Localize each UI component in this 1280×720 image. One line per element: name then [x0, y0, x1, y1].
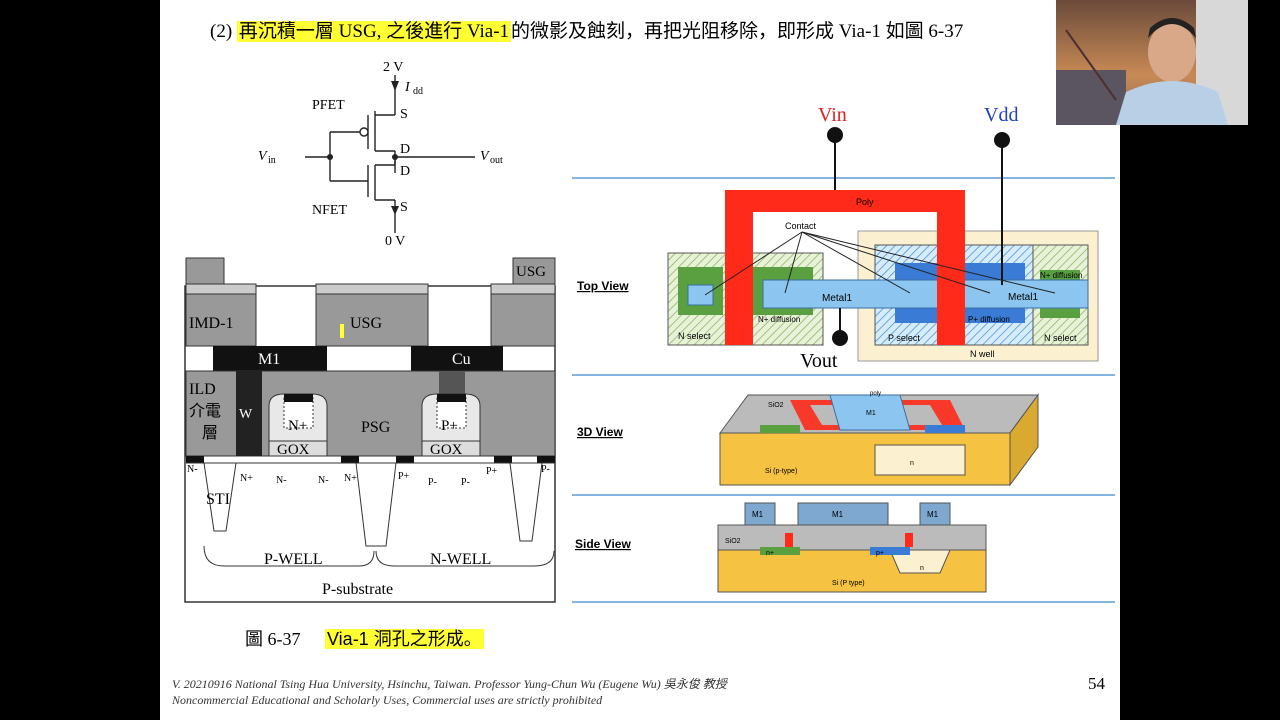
idd-sub-label: dd [413, 86, 423, 97]
page-number: 54 [1088, 674, 1105, 694]
ild-cn1-label: 介電 [189, 402, 221, 420]
m1-side-b-label: M1 [832, 510, 844, 519]
nfet-label: NFET [312, 203, 347, 218]
vout-layout-label: Vout [800, 350, 838, 372]
vin-layout-label: Vin [818, 104, 847, 126]
inverter-schematic: 2 V I dd PFET S D D NFET S V in V out 0 … [250, 55, 510, 250]
si-3d-label: Si (p-type) [765, 468, 797, 475]
cu-label: Cu [452, 351, 471, 368]
m1-3d-label: M1 [866, 410, 876, 417]
slide-title: (2) 再沉積一層 USG, 之後進行 Via-1 的微影及蝕刻，再把光阻移除，即… [210, 16, 1110, 43]
imd-label: IMD-1 [189, 315, 233, 332]
doping-label: P+ [486, 466, 498, 477]
nplus-side-label: n+ [766, 550, 774, 557]
m1-side-a-label: M1 [752, 510, 764, 519]
doping-label: P- [428, 477, 437, 488]
gnd-label: 0 V [385, 234, 405, 249]
caption-text: Via-1 洞孔之形成。 [325, 629, 484, 649]
title-highlighted: 再沉積一層 USG, 之後進行 Via-1 [237, 21, 511, 42]
pfet-label: PFET [312, 98, 345, 113]
poly-3d-label: poly [870, 391, 881, 397]
ild-cn2-label: 層 [202, 425, 218, 442]
3d-view-label: 3D View [577, 425, 623, 439]
usg-top-right-label: USG [516, 264, 546, 280]
figure-caption: 圖 6-37 Via-1 洞孔之形成。 [245, 625, 484, 651]
presenter-video [1056, 0, 1248, 125]
psg-label: PSG [361, 419, 391, 436]
sti-label: STI [206, 491, 230, 508]
nwell-label: N-WELL [430, 551, 491, 568]
pwell-label: P-WELL [264, 551, 323, 568]
vout-sub-label: out [490, 155, 503, 166]
p-select-label: P select [888, 333, 920, 343]
w-label: W [239, 407, 253, 422]
n-gate-label: N+ [288, 418, 307, 434]
gox2-label: GOX [430, 442, 463, 458]
slide: (2) 再沉積一層 USG, 之後進行 Via-1 的微影及蝕刻，再把光阻移除，即… [160, 0, 1120, 720]
psub-label: P-substrate [322, 581, 393, 598]
poly-label: Poly [856, 197, 874, 207]
footer-line2: Noncommercial Educational and Scholarly … [172, 692, 727, 708]
cmos-cross-section: USG USG IMD-1 USG M1 Cu ILD 介電 層 W N+ P+… [184, 256, 558, 604]
presenter-webcam [1056, 0, 1248, 125]
title-rest: 的微影及蝕刻，再把光阻移除，即形成 Via-1 如圖 6-37 [511, 21, 963, 42]
ild-label: ILD [189, 381, 216, 398]
doping-label: P- [461, 477, 470, 488]
vdd-layout-label: Vdd [984, 104, 1018, 126]
s-bottom-label: S [400, 200, 408, 215]
vdd-label: 2 V [383, 60, 403, 75]
doping-label: N+ [240, 473, 253, 484]
metal1-b-label: Metal1 [1008, 292, 1038, 303]
doping-label: P- [541, 464, 550, 475]
vin-label: V [258, 149, 268, 164]
m1-label: M1 [258, 351, 280, 368]
sio2-side-label: SiO2 [725, 538, 741, 545]
side-view-label: Side View [575, 537, 631, 551]
n-3d-label: n [910, 460, 914, 467]
vout-label: V [480, 149, 490, 164]
n-diff-label: N+ diffusion [758, 315, 800, 324]
sio2-3d-label: SiO2 [768, 402, 784, 409]
contact-label: Contact [785, 221, 817, 231]
p-diff-label: P+ diffusion [968, 315, 1010, 324]
footer-line1: V. 20210916 National Tsing Hua Universit… [172, 676, 727, 692]
d-bottom-label: D [400, 164, 410, 179]
n-select2-label: N select [1044, 333, 1077, 343]
si-side-label: Si (P type) [832, 580, 865, 587]
p-gate-label: P+ [441, 418, 458, 434]
doping-label: N- [187, 464, 198, 475]
vin-sub-label: in [268, 155, 276, 166]
doping-label: N- [318, 475, 329, 486]
metal1-a-label: Metal1 [822, 293, 852, 304]
n-side-label: n [920, 565, 924, 572]
doping-label: N+ [344, 473, 357, 484]
top-view-label: Top View [577, 279, 629, 293]
n-diff2-label: N+ diffusion [1040, 271, 1082, 280]
d-top-label: D [400, 142, 410, 157]
idd-label: I [404, 80, 411, 95]
n-select-label: N select [678, 331, 711, 341]
pplus-side-label: p+ [876, 550, 884, 557]
s-top-label: S [400, 107, 408, 122]
doping-label: N- [276, 475, 287, 486]
caption-number: 圖 6-37 [245, 629, 301, 649]
m1-side-c-label: M1 [927, 510, 939, 519]
doping-label: P+ [398, 471, 410, 482]
inverter-layout-figure: Vin Vdd Poly Contact [570, 95, 1118, 607]
title-prefix: (2) [210, 21, 237, 42]
slide-footer: V. 20210916 National Tsing Hua Universit… [172, 676, 727, 708]
usg-mid-label: USG [350, 315, 382, 332]
gox1-label: GOX [277, 442, 310, 458]
n-well-label: N well [970, 349, 995, 359]
